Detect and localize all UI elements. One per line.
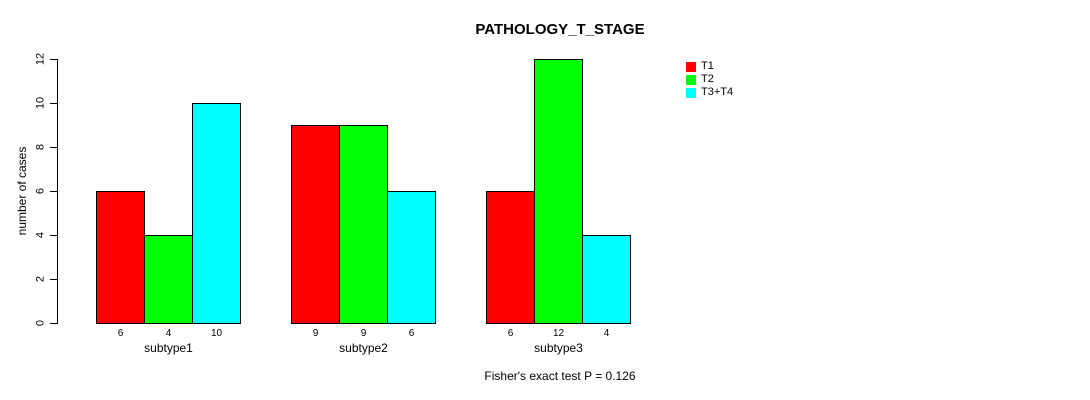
legend-swatch-T3+T4 — [686, 87, 696, 98]
x-axis-category-label: subtype2 — [339, 341, 388, 355]
y-axis-tick — [50, 279, 57, 280]
bar-value-label: 6 — [408, 328, 415, 339]
y-axis-tick — [50, 59, 57, 60]
bar-T1-subtype1 — [96, 191, 145, 324]
bar-value-label: 9 — [360, 328, 367, 339]
y-axis-tick — [50, 191, 57, 192]
y-axis-tick-label: 4 — [34, 231, 47, 239]
y-axis-tick — [50, 147, 57, 148]
legend-item: T2 — [686, 73, 733, 86]
legend-label: T1 — [701, 60, 714, 72]
bar-T1-subtype2 — [291, 125, 340, 324]
bar-value-label: 9 — [312, 328, 319, 339]
y-axis-tick-label: 0 — [34, 319, 47, 327]
bar-value-label: 6 — [117, 328, 124, 339]
bar-value-label: 10 — [210, 328, 223, 339]
bar-value-label: 4 — [165, 328, 172, 339]
bar-value-label: 6 — [507, 328, 514, 339]
bar-T2-subtype2 — [339, 125, 388, 324]
x-axis-category-label: subtype3 — [534, 341, 583, 355]
y-axis-tick-label: 10 — [34, 96, 47, 110]
chart-title: PATHOLOGY_T_STAGE — [475, 21, 645, 38]
y-axis-title: number of cases — [15, 146, 29, 236]
fisher-test-caption: Fisher's exact test P = 0.126 — [484, 369, 636, 383]
y-axis-tick-label: 6 — [34, 187, 47, 195]
legend: T1 T2 T3+T4 — [686, 60, 733, 99]
bar-value-label: 12 — [552, 328, 565, 339]
bar-value-label: 4 — [603, 328, 610, 339]
legend-item: T1 — [686, 60, 733, 73]
y-axis-tick-label: 12 — [34, 52, 47, 66]
bar-T2-subtype1 — [144, 235, 193, 324]
y-axis-tick — [50, 103, 57, 104]
bar-T1-subtype3 — [486, 191, 535, 324]
bar-T3+T4-subtype3 — [582, 235, 631, 324]
legend-label: T2 — [701, 73, 714, 85]
bar-T2-subtype3 — [534, 59, 583, 324]
x-axis-category-label: subtype1 — [144, 341, 193, 355]
legend-swatch-T2 — [686, 74, 696, 85]
legend-label: T3+T4 — [701, 86, 734, 98]
legend-swatch-T1 — [686, 61, 696, 72]
y-axis-tick-label: 2 — [34, 275, 47, 283]
bar-T3+T4-subtype2 — [387, 191, 436, 324]
y-axis-tick-label: 8 — [34, 143, 47, 151]
y-axis-tick — [50, 323, 57, 324]
y-axis-line — [57, 59, 58, 324]
y-axis-tick — [50, 235, 57, 236]
legend-item: T3+T4 — [686, 86, 733, 99]
bar-T3+T4-subtype1 — [192, 103, 241, 324]
